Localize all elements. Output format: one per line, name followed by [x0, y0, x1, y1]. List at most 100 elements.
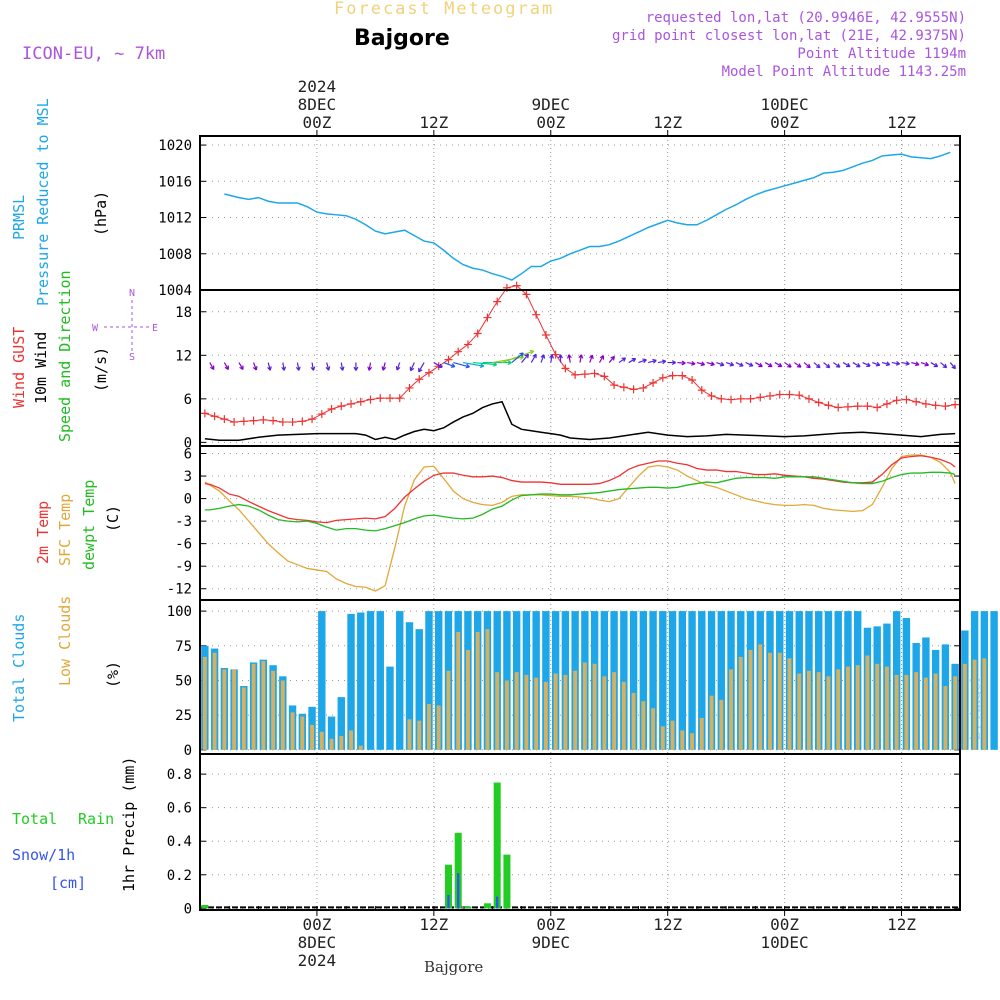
gust-point: [912, 397, 921, 406]
label-ms: (m/s): [92, 347, 110, 392]
total-cloud-bar: [659, 611, 667, 750]
low-cloud-bar: [612, 672, 617, 750]
total-cloud-bar: [405, 622, 414, 750]
label-prmsl: PRMSL: [10, 195, 28, 240]
total-cloud-bar: [396, 611, 404, 750]
low-cloud-bar: [621, 681, 626, 750]
model-altitude: Model Point Altitude 1143.25m: [721, 64, 966, 80]
label-total: Total: [12, 810, 57, 828]
total-cloud-bar: [620, 611, 628, 750]
wind-direction-arrow: [409, 362, 415, 372]
low-cloud-bar: [875, 663, 880, 750]
rain-bar: [454, 832, 462, 909]
gust-point: [814, 398, 823, 407]
gust-point: [405, 383, 414, 392]
gust-point: [590, 369, 599, 378]
wind-direction-arrow: [735, 362, 744, 367]
low-cloud-bar: [222, 669, 227, 750]
compass-n: N: [129, 288, 135, 299]
model-label: ICON-EU, ~ 7km: [22, 44, 166, 64]
ytick-label: 0.4: [167, 834, 192, 850]
label-cm: [cm]: [50, 874, 86, 892]
rain-bar: [483, 903, 491, 909]
gust-point: [269, 416, 278, 425]
plots: 10041008101210161020061218-12-9-6-303602…: [158, 77, 998, 970]
gust-point: [493, 297, 502, 306]
wind-direction-arrow: [706, 361, 715, 367]
gust-point: [600, 372, 609, 381]
wind-direction-arrow: [530, 353, 537, 363]
ytick-label: 12: [175, 348, 192, 364]
ytick-label: 0: [184, 901, 192, 917]
low-cloud-bar: [894, 674, 899, 750]
low-cloud-bar: [953, 676, 958, 750]
bottom-time-label: 00Z: [302, 915, 331, 934]
wind-direction-arrow: [784, 362, 792, 368]
label-1hr-precip: 1hr Precip (mm): [120, 757, 138, 892]
label-percent: (%): [104, 661, 122, 688]
gust-point: [873, 403, 882, 412]
low-cloud-bar: [641, 701, 646, 750]
wind-direction-arrow: [567, 354, 572, 363]
gust-point: [561, 364, 570, 373]
total-cloud-bar: [337, 697, 345, 750]
low-cloud-bar: [660, 726, 665, 750]
ytick-label: 0.6: [167, 801, 192, 817]
gust-point: [512, 281, 521, 290]
gust-point: [337, 402, 346, 411]
total-cloud-bar: [649, 611, 657, 750]
low-cloud-bar: [271, 670, 276, 750]
wind-direction-arrow: [540, 354, 546, 363]
wind-direction-arrow: [252, 362, 258, 371]
total-cloud-bar: [415, 629, 423, 750]
low-cloud-bar: [339, 735, 344, 750]
wind-direction-arrow: [872, 361, 881, 367]
ytick-label: 1016: [158, 174, 192, 190]
label-low-clouds: Low Clouds: [56, 596, 74, 686]
point-altitude: Point Altitude 1194m: [797, 46, 966, 62]
gust-point: [249, 416, 258, 425]
low-cloud-bar: [699, 717, 704, 750]
low-cloud-bar: [534, 677, 539, 750]
wind-direction-arrow: [716, 361, 725, 367]
rain-bar: [503, 854, 511, 909]
ytick-label: 1008: [158, 247, 192, 263]
panel-wind: 0 6 12 18: [175, 281, 961, 451]
top-time-label: 00Z: [302, 113, 331, 132]
top-time-label: 8DEC: [298, 95, 337, 114]
gust-point: [639, 383, 648, 392]
location-title: Bajgore: [354, 26, 450, 51]
low-cloud-bar: [865, 655, 870, 750]
bottom-time-label: 2024: [298, 951, 337, 970]
wind-direction-arrow: [511, 352, 524, 364]
wind-direction-arrow: [657, 359, 667, 365]
low-cloud-bar: [212, 652, 217, 750]
total-cloud-bar: [327, 716, 336, 750]
wind-direction-arrow: [418, 362, 425, 373]
low-cloud-bar: [553, 673, 558, 750]
label-10m-wind: 10m Wind: [32, 332, 50, 404]
wind-direction-arrow: [549, 354, 555, 363]
total-cloud-bar: [707, 611, 716, 750]
wind-direction-arrow: [745, 362, 754, 367]
wind-direction-arrow: [578, 354, 584, 363]
wind-direction-arrow: [209, 362, 215, 370]
wind-direction-arrow: [813, 362, 821, 369]
total-cloud-bar: [542, 611, 550, 750]
label-celsius: (C): [104, 505, 122, 532]
low-cloud-bar: [962, 663, 967, 750]
wind-direction-arrow: [325, 362, 331, 371]
low-cloud-bar: [592, 663, 597, 750]
low-cloud-bar: [495, 672, 500, 750]
wind-direction-arrow: [453, 361, 470, 369]
bottom-time-label: 8DEC: [298, 933, 337, 952]
label-pressure-msl: Pressure Reduced to MSL: [34, 98, 52, 306]
low-cloud-bar: [719, 699, 724, 750]
sfc-temp-line: [204, 454, 956, 592]
gust-point: [386, 394, 394, 403]
low-cloud-bar: [943, 686, 948, 750]
low-cloud-bar: [251, 663, 256, 750]
ytick-label: 18: [175, 305, 192, 321]
rain-bar: [464, 906, 472, 909]
